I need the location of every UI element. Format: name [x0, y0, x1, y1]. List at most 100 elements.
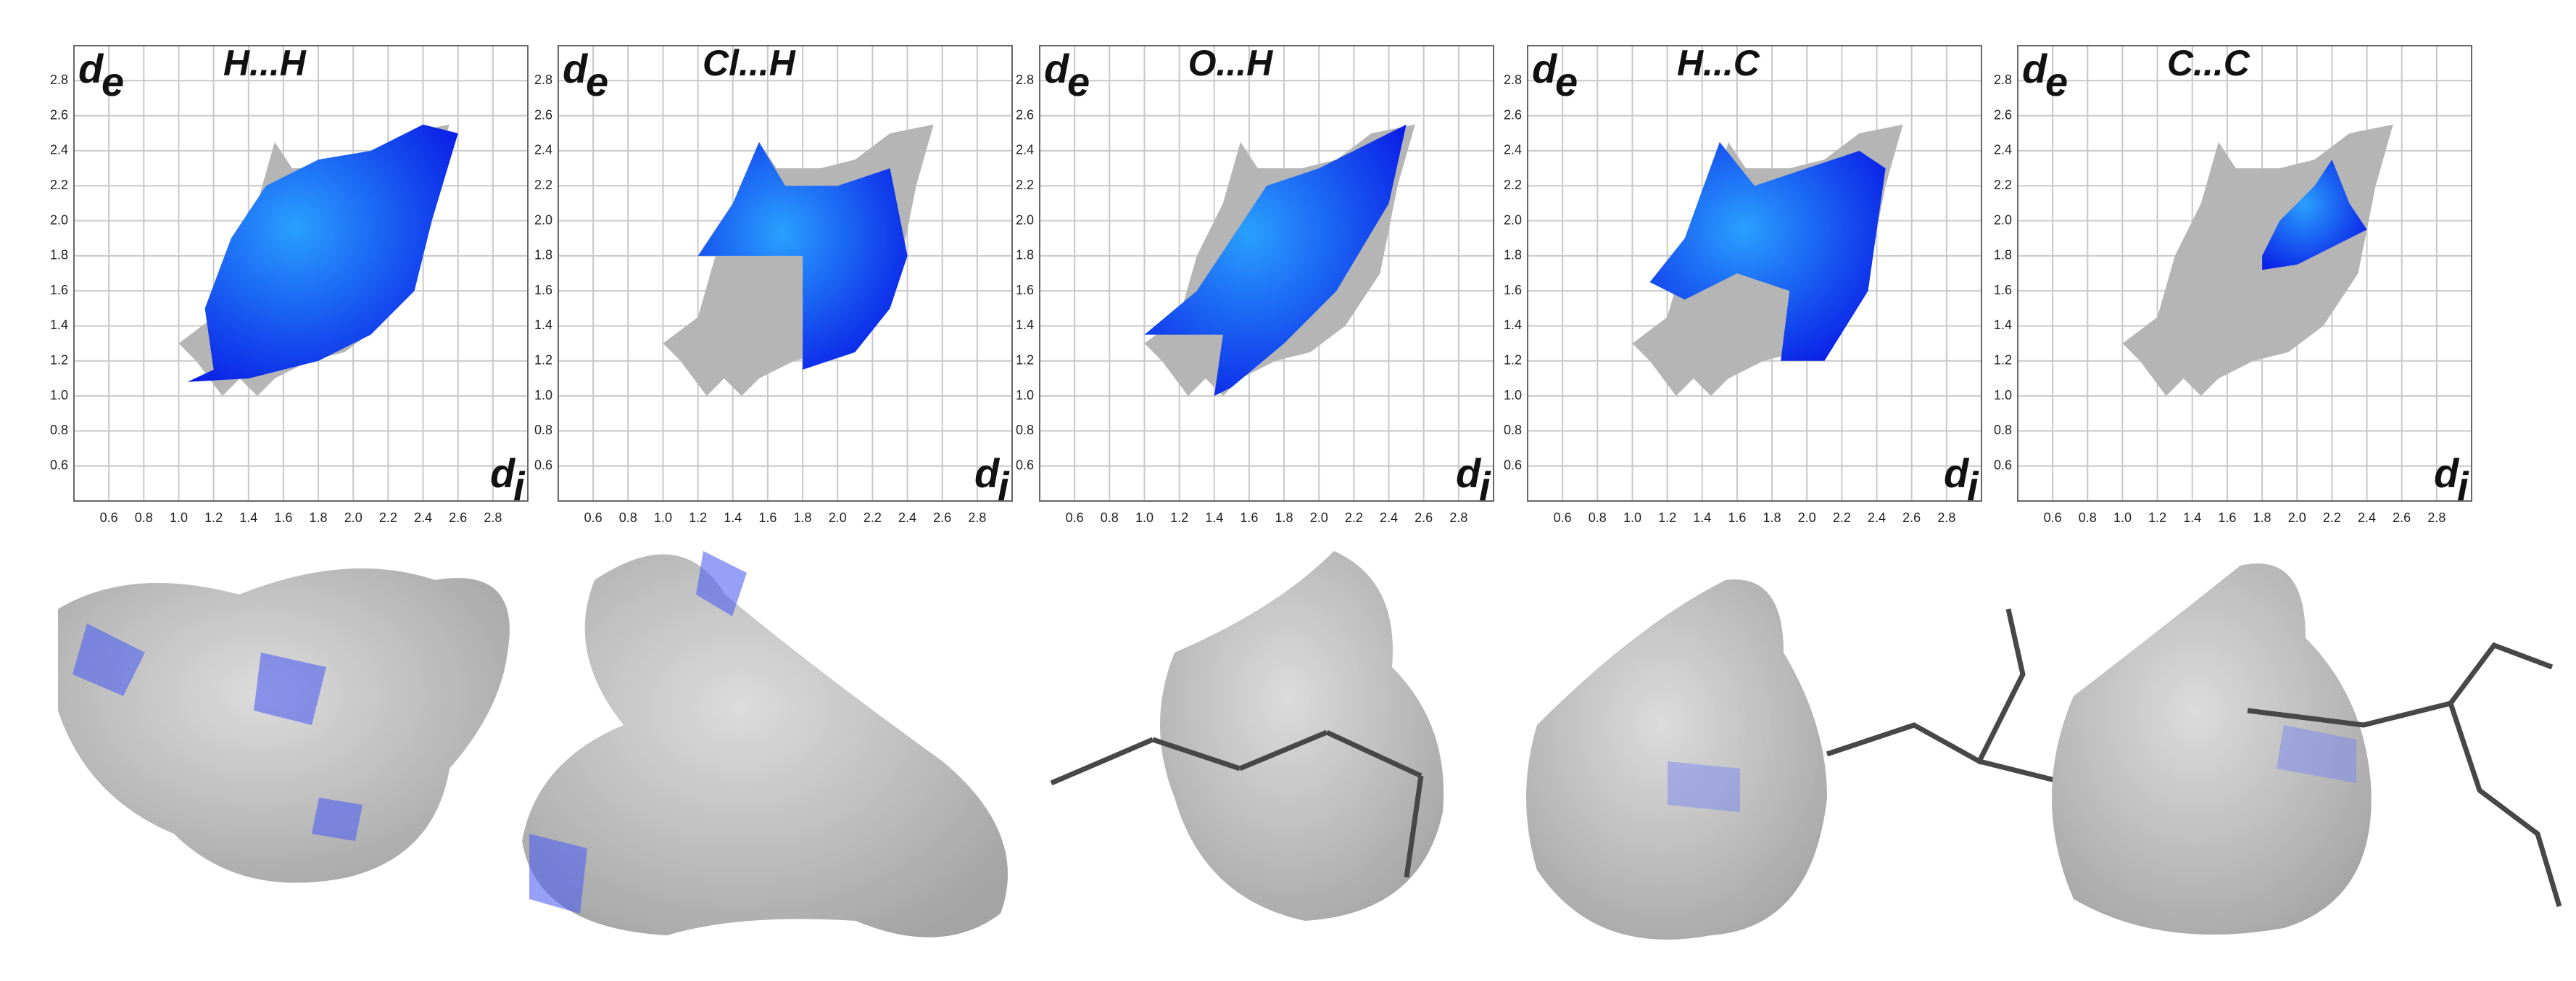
x-tick-label: 0.8: [2079, 510, 2097, 525]
x-tick-label: 0.8: [135, 510, 153, 525]
y-tick-label: 0.6: [1016, 458, 1034, 472]
x-tick-label: 1.8: [2253, 510, 2271, 525]
y-axis-label-sub: e: [586, 59, 608, 104]
x-tick-label: 2.8: [2427, 510, 2445, 525]
y-tick-label: 2.2: [534, 178, 552, 192]
y-tick-label: 2.4: [1994, 143, 2012, 157]
y-tick-label: 1.4: [1504, 318, 1522, 332]
y-tick-label: 0.6: [1504, 458, 1522, 472]
plot-frame: [73, 45, 529, 502]
x-tick-label: 2.0: [1798, 510, 1816, 525]
x-tick-label: 0.8: [1589, 510, 1607, 525]
y-tick-label: 1.4: [50, 318, 68, 332]
x-axis-label: d: [974, 450, 1001, 496]
panel-title: H...C: [1677, 43, 1760, 83]
y-tick-label: 2.6: [534, 107, 552, 122]
y-tick-label: 2.8: [1016, 73, 1034, 87]
x-tick-label: 2.4: [1380, 510, 1398, 525]
y-tick-label: 1.4: [534, 318, 552, 332]
panel: 0.6 0.8 1.0 1.2 1.4 1.6 1.8 2.0 2.2 2.4 2.6 2.8 0.6 0…: [50, 43, 529, 525]
x-tick-label: 1.4: [1693, 510, 1711, 525]
x-tick-label: 2.2: [1833, 510, 1851, 525]
y-tick-label: 2.2: [50, 178, 68, 192]
x-tick-label: 1.0: [170, 510, 188, 525]
y-tick-label: 1.2: [1994, 353, 2012, 368]
x-tick-label: 1.2: [1658, 510, 1676, 525]
x-tick-label: 1.6: [1240, 510, 1258, 525]
x-tick-label: 0.6: [1554, 510, 1572, 525]
x-tick-label: 2.2: [864, 510, 882, 525]
x-tick-label: 2.6: [2393, 510, 2411, 525]
cloud: [2122, 124, 2393, 397]
x-tick-label: 2.2: [2323, 510, 2341, 525]
x-tick-label: 1.4: [724, 510, 742, 525]
y-tick-label: 1.0: [1994, 388, 2012, 402]
y-tick-label: 2.0: [1994, 212, 2012, 227]
x-tick-label: 0.6: [2044, 510, 2062, 525]
x-tick-label: 2.6: [933, 510, 951, 525]
y-tick-label: 2.2: [1504, 178, 1522, 192]
x-tick-label: 1.2: [689, 510, 707, 525]
y-tick-label: 2.2: [1016, 178, 1034, 192]
x-tick-label: 2.8: [484, 510, 502, 525]
y-tick-label: 2.4: [50, 143, 68, 157]
panel-title: H...H: [223, 43, 307, 83]
y-axis-label: d: [1532, 46, 1558, 91]
y-axis-label-sub: e: [1555, 59, 1578, 104]
x-tick-label: 1.0: [1135, 510, 1154, 525]
y-tick-label: 0.8: [1504, 423, 1522, 437]
y-tick-label: 2.0: [50, 212, 68, 227]
y-tick-label: 2.0: [1016, 212, 1034, 227]
x-tick-label: 1.0: [654, 510, 672, 525]
x-tick-label: 1.4: [2183, 510, 2201, 525]
x-tick-label: 2.0: [344, 510, 363, 525]
y-tick-label: 1.8: [1504, 248, 1522, 262]
y-tick-label: 2.6: [50, 107, 68, 122]
y-tick-label: 1.0: [1504, 388, 1522, 402]
x-tick-label: 1.6: [274, 510, 292, 525]
x-tick-label: 2.4: [414, 510, 432, 525]
x-tick-label: 1.2: [1170, 510, 1188, 525]
y-tick-label: 2.6: [1504, 107, 1522, 122]
y-tick-label: 1.8: [1994, 248, 2012, 262]
x-tick-label: 2.4: [2358, 510, 2376, 525]
y-tick-label: 2.0: [1504, 212, 1522, 227]
x-tick-label: 1.4: [239, 510, 257, 525]
y-tick-label: 1.2: [534, 353, 552, 368]
y-tick-label: 2.4: [1504, 143, 1522, 157]
panel: 0.6 0.8 1.0 1.2 1.4 1.6 1.8 2.0 2.2 2.4 2.6 2.8 0.6 0…: [1016, 43, 1494, 525]
y-axis-label-sub: e: [2045, 59, 2068, 104]
y-tick-label: 2.2: [1994, 178, 2012, 192]
panel-title: Cl...H: [703, 43, 796, 83]
y-tick-label: 1.8: [1016, 248, 1034, 262]
y-tick-label: 1.2: [1504, 353, 1522, 368]
x-tick-label: 1.8: [1763, 510, 1781, 525]
x-tick-label: 1.6: [758, 510, 776, 525]
y-tick-label: 0.8: [50, 423, 68, 437]
y-axis-label-sub: e: [102, 59, 124, 104]
x-tick-label: 0.8: [1101, 510, 1119, 525]
y-tick-label: 1.6: [1016, 283, 1034, 297]
x-tick-label: 2.4: [1868, 510, 1886, 525]
plot-frame: [1039, 45, 1494, 502]
x-axis-label-sub: i: [998, 463, 1010, 509]
y-tick-label: 2.4: [1016, 143, 1034, 157]
x-tick-label: 1.2: [2148, 510, 2166, 525]
x-tick-label: 2.8: [968, 510, 986, 525]
x-tick-label: 1.2: [204, 510, 223, 525]
y-tick-label: 2.8: [50, 73, 68, 87]
y-tick-label: 0.6: [534, 458, 552, 472]
y-tick-label: 0.8: [1994, 423, 2012, 437]
y-tick-label: 1.8: [50, 248, 68, 262]
y-tick-label: 1.6: [534, 283, 552, 297]
x-axis-label-sub: i: [2457, 463, 2469, 509]
cloud: [1144, 124, 1415, 397]
y-tick-label: 2.8: [534, 73, 552, 87]
y-tick-label: 2.8: [1994, 73, 2012, 87]
y-tick-label: 2.4: [534, 143, 552, 157]
x-axis-label: d: [2434, 450, 2460, 496]
y-axis-label-sub: e: [1067, 59, 1090, 104]
